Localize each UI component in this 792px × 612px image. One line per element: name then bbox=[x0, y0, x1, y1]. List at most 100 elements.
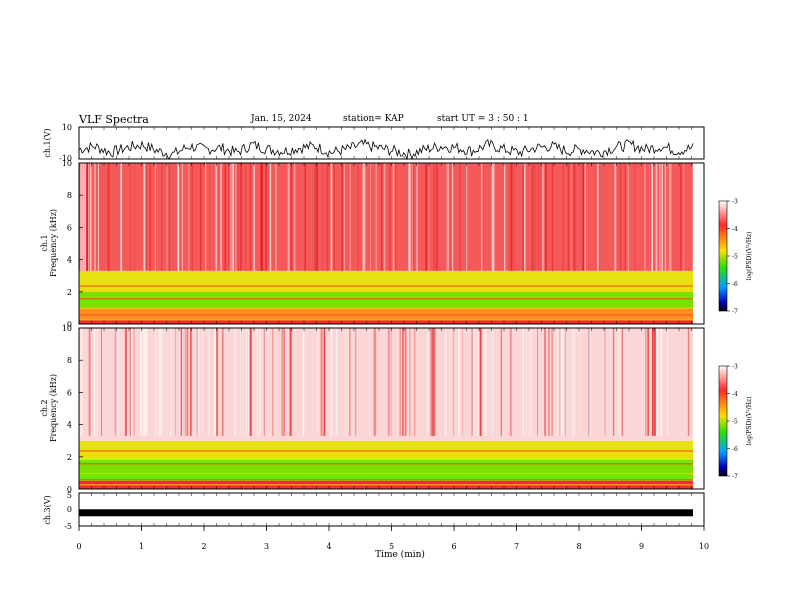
spectrogram-line bbox=[79, 290, 693, 292]
spectrogram-streak bbox=[248, 328, 250, 436]
time-tick-label: 10 bbox=[699, 542, 709, 551]
spectrogram-streak bbox=[540, 163, 542, 271]
spectrogram-streak bbox=[97, 328, 99, 436]
spectrogram-streak bbox=[347, 328, 349, 436]
spectrogram-streak bbox=[655, 328, 657, 436]
spectrogram-streak bbox=[615, 163, 618, 271]
spectrogram-blank bbox=[693, 163, 704, 324]
spectrogram-streak bbox=[543, 163, 545, 271]
spectrogram-line bbox=[79, 285, 693, 287]
spectrogram-streak bbox=[82, 163, 85, 271]
spectrogram-streak bbox=[478, 328, 480, 436]
spectrogram-streak bbox=[573, 163, 576, 271]
spectrogram-streak bbox=[453, 328, 455, 436]
spectrogram-streak bbox=[612, 328, 615, 436]
ch1-waveform-series bbox=[78, 138, 694, 161]
freq-tick-label: 6 bbox=[67, 388, 72, 397]
spectrogram-streak bbox=[168, 163, 170, 271]
ch1-ylabel: ch.1(V) bbox=[43, 128, 52, 157]
spectrogram-streak bbox=[117, 328, 119, 436]
spectrogram-streak bbox=[409, 328, 411, 436]
time-tick-label: 9 bbox=[639, 542, 644, 551]
spectrogram-streak bbox=[149, 163, 151, 271]
spectrogram-streak bbox=[432, 328, 434, 436]
spectrogram-streak bbox=[159, 328, 162, 436]
spectrogram-streak bbox=[664, 163, 667, 271]
spectrogram-streak bbox=[610, 328, 611, 436]
spectrogram-streak bbox=[283, 328, 286, 436]
chart-title: VLF Spectra bbox=[79, 113, 149, 126]
spectrogram-streak bbox=[349, 163, 351, 271]
ch1-spectrogram-image bbox=[79, 163, 704, 324]
spectrogram-streak bbox=[524, 163, 526, 271]
spectrogram-streak bbox=[509, 163, 512, 271]
spectrogram-streak bbox=[94, 328, 96, 436]
spectrogram-streak bbox=[267, 328, 269, 436]
spectrogram-streak bbox=[101, 328, 102, 436]
spectrogram-streak bbox=[232, 163, 234, 271]
spectrogram-streak bbox=[481, 163, 483, 271]
freq-tick-label: 2 bbox=[67, 453, 72, 462]
ch1-spectrogram-panel: 0 2 4 6 8 10 ch.1 Frequency (kHz) bbox=[40, 159, 705, 329]
spectrogram-streak bbox=[171, 328, 172, 436]
spectrogram-streak bbox=[509, 328, 512, 436]
freq-tick-label: 4 bbox=[67, 256, 72, 265]
time-tick-label: 8 bbox=[576, 542, 581, 551]
spectrogram-line bbox=[79, 455, 693, 457]
spectrogram-streak bbox=[547, 328, 549, 436]
spectrogram-band-2 bbox=[79, 291, 693, 308]
spectrogram-streak bbox=[529, 328, 530, 436]
station-label: station= KAP bbox=[343, 114, 404, 124]
spectrogram-streak bbox=[435, 163, 438, 271]
spectrogram-streak bbox=[480, 328, 482, 436]
colorbar-tick-label: -4 bbox=[732, 226, 738, 233]
spectrogram-streak bbox=[289, 328, 291, 436]
colorbar-ch2-label: log(PSD)(V²/Hz) bbox=[746, 397, 753, 446]
spectrogram-streak bbox=[322, 163, 324, 271]
spectrogram-streak bbox=[381, 163, 383, 271]
spectrogram-streak bbox=[237, 163, 240, 271]
time-tick-label: 2 bbox=[201, 542, 206, 551]
spectrogram-streak bbox=[452, 163, 454, 271]
spectrogram-streak bbox=[683, 163, 685, 271]
spectrogram-streak bbox=[202, 328, 204, 436]
spectrogram-band-1 bbox=[79, 307, 693, 320]
start-time-label: start UT = 3 : 50 : 1 bbox=[437, 114, 529, 124]
spectrogram-streak bbox=[302, 328, 305, 436]
spectrogram-streak bbox=[107, 163, 109, 271]
spectrogram-streak bbox=[180, 328, 182, 436]
ch1-waveform-panel: 10 -10 ch.1(V) bbox=[43, 123, 705, 163]
spectrogram-streak bbox=[375, 163, 377, 271]
spectrogram-streak bbox=[216, 328, 218, 436]
spectrogram-streak bbox=[205, 163, 207, 271]
spectrogram-streak bbox=[186, 328, 189, 436]
freq-tick-label: 6 bbox=[67, 223, 72, 232]
spectrogram-streak bbox=[261, 163, 264, 271]
spectrogram-streak bbox=[459, 163, 461, 271]
spectrogram-streak bbox=[362, 163, 365, 271]
spectrogram-streak bbox=[320, 328, 323, 436]
spectrogram-streak bbox=[88, 163, 90, 271]
spectrogram-streak bbox=[245, 163, 247, 271]
spectrogram-streak bbox=[402, 328, 404, 436]
spectrogram-streak bbox=[316, 163, 318, 271]
spectrogram-streak bbox=[230, 163, 232, 271]
colorbar-ch1-label: log(PSD)(V²/Hz) bbox=[746, 232, 753, 281]
spectrogram-streak bbox=[569, 163, 571, 271]
ch1-ytick-top: 10 bbox=[62, 123, 72, 132]
spectrogram-streak bbox=[481, 163, 484, 271]
spectrogram-streak bbox=[392, 163, 395, 271]
spectrogram-streak bbox=[330, 163, 333, 271]
spectrogram-streak bbox=[589, 328, 591, 436]
spectrogram-streak bbox=[86, 163, 88, 271]
spectrogram-streak bbox=[659, 163, 661, 271]
spectrogram-streak bbox=[588, 328, 590, 436]
spectrogram-line bbox=[79, 479, 693, 481]
spectrogram-streak bbox=[214, 328, 216, 436]
spectrogram-streak bbox=[650, 163, 652, 271]
spectrogram-line bbox=[79, 314, 693, 316]
spectrogram-streak bbox=[446, 163, 448, 271]
spectrogram-streak bbox=[185, 328, 187, 436]
spectrogram-streak bbox=[183, 328, 185, 436]
spectrogram-band-2 bbox=[79, 440, 693, 461]
